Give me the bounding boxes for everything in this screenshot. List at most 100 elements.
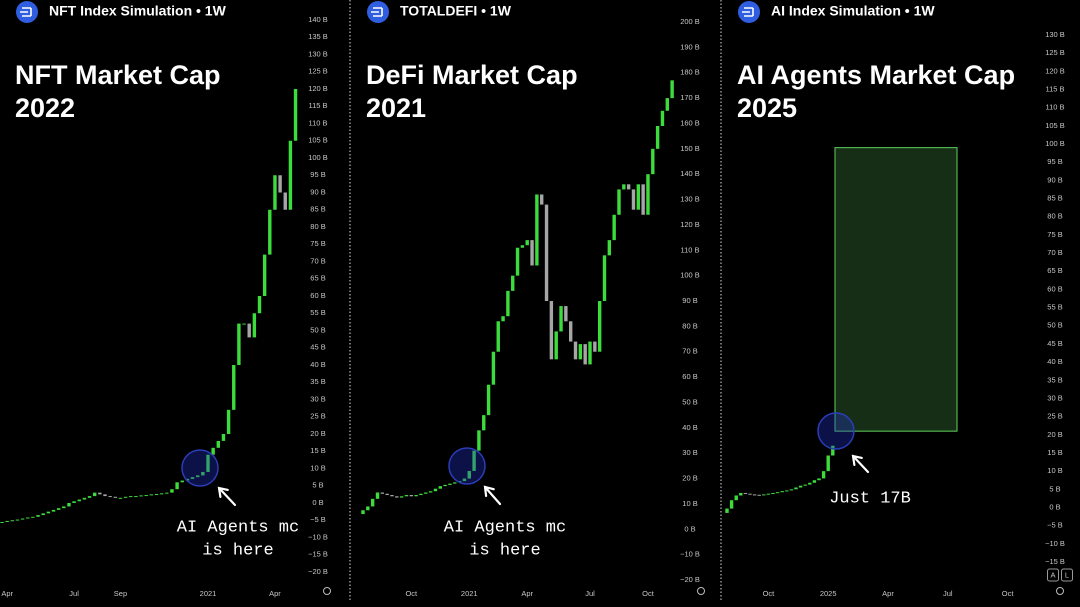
candle xyxy=(636,184,641,210)
candle xyxy=(821,471,826,479)
candle xyxy=(98,492,102,495)
y-tick-label: 35 B xyxy=(310,377,325,386)
y-tick-label: 65 B xyxy=(1047,266,1062,275)
y-tick-label: 45 B xyxy=(310,343,325,352)
y-tick-label: 160 B xyxy=(680,118,700,127)
annotation: AI Agents mc xyxy=(177,518,299,537)
y-tick-label: 130 B xyxy=(680,195,700,204)
y-tick-label: 40 B xyxy=(1047,357,1062,366)
control-button[interactable] xyxy=(1061,568,1073,582)
y-tick-label: 50 B xyxy=(310,325,325,334)
candle xyxy=(211,447,215,455)
y-tick-label: 95 B xyxy=(1047,157,1062,166)
y-tick-label: 140 B xyxy=(308,15,328,24)
candle xyxy=(380,492,385,494)
candle xyxy=(743,492,748,494)
candle xyxy=(803,484,807,486)
x-tick-label: 2021 xyxy=(461,589,478,598)
x-tick-label: Jul xyxy=(69,589,79,598)
y-tick-label: 25 B xyxy=(1047,412,1062,421)
settings-icon[interactable] xyxy=(697,587,705,595)
candle xyxy=(725,508,729,513)
candle xyxy=(794,487,798,490)
candle xyxy=(578,344,583,360)
candle xyxy=(293,89,298,141)
x-tick-label: Apr xyxy=(521,589,533,598)
highlight-circle xyxy=(181,449,219,487)
candle xyxy=(607,240,612,256)
candle xyxy=(775,492,780,494)
candle xyxy=(216,440,220,448)
y-tick-label: 65 B xyxy=(310,274,325,283)
x-tick-label: 2025 xyxy=(820,589,837,598)
candle xyxy=(82,497,87,500)
chart-title: NFT Market Cap xyxy=(15,60,221,90)
y-tick-label: 140 B xyxy=(680,169,700,178)
candle xyxy=(564,306,568,322)
y-tick-label: 15 B xyxy=(1047,448,1062,457)
y-tick-label: 70 B xyxy=(310,256,325,265)
y-tick-label: 20 B xyxy=(310,429,325,438)
candle xyxy=(646,174,650,215)
candle xyxy=(206,454,210,472)
candle xyxy=(752,494,757,496)
candle xyxy=(149,494,154,496)
candle xyxy=(237,323,241,365)
y-tick-label: 60 B xyxy=(1047,284,1062,293)
y-tick-label: 20 B xyxy=(682,474,697,483)
settings-icon[interactable] xyxy=(323,587,331,595)
candle xyxy=(771,492,775,494)
candle xyxy=(283,192,287,210)
candle xyxy=(785,490,789,492)
y-tick-label: 60 B xyxy=(310,291,325,300)
source-icon-glyph xyxy=(371,7,383,17)
candle xyxy=(108,496,112,498)
candle xyxy=(602,255,607,301)
candle xyxy=(139,495,143,497)
candle xyxy=(501,316,505,322)
candle xyxy=(273,175,277,210)
candle xyxy=(385,493,389,496)
candle xyxy=(409,495,413,497)
candle xyxy=(477,430,481,451)
y-tick-label: 90 B xyxy=(1047,175,1062,184)
chart-title: 2025 xyxy=(737,93,797,123)
candle xyxy=(201,471,205,476)
candle xyxy=(103,494,107,497)
candle xyxy=(482,415,486,431)
candle xyxy=(67,503,71,507)
y-tick-label: −10 B xyxy=(680,550,700,559)
y-tick-label: 100 B xyxy=(308,153,328,162)
y-tick-label: 75 B xyxy=(1047,230,1062,239)
y-tick-label: 80 B xyxy=(310,222,325,231)
y-tick-label: 10 B xyxy=(1047,466,1062,475)
control-label[interactable]: L xyxy=(1065,570,1069,579)
control-label[interactable]: A xyxy=(1050,570,1055,579)
candle xyxy=(278,175,282,193)
y-tick-label: −20 B xyxy=(308,567,328,576)
candle xyxy=(588,341,592,365)
y-tick-label: 40 B xyxy=(682,423,697,432)
x-tick-label: Oct xyxy=(1002,589,1015,598)
candle xyxy=(15,519,20,521)
y-tick-label: 25 B xyxy=(310,412,325,421)
candle xyxy=(361,510,365,515)
candle xyxy=(226,409,231,434)
candle xyxy=(247,323,251,338)
annotation: is here xyxy=(202,541,273,560)
candle xyxy=(448,483,452,485)
candle xyxy=(617,189,621,215)
y-tick-label: 55 B xyxy=(310,308,325,317)
candle xyxy=(268,209,272,255)
y-tick-label: 190 B xyxy=(680,42,700,51)
candle xyxy=(242,323,246,325)
settings-icon[interactable] xyxy=(1056,587,1064,595)
y-tick-label: 75 B xyxy=(310,239,325,248)
candle xyxy=(597,301,602,352)
control-button[interactable] xyxy=(1047,568,1059,582)
candle xyxy=(56,508,61,510)
y-tick-label: 100 B xyxy=(1045,139,1065,148)
arrow xyxy=(483,485,502,506)
y-tick-label: 40 B xyxy=(310,360,325,369)
arrow xyxy=(851,454,870,474)
